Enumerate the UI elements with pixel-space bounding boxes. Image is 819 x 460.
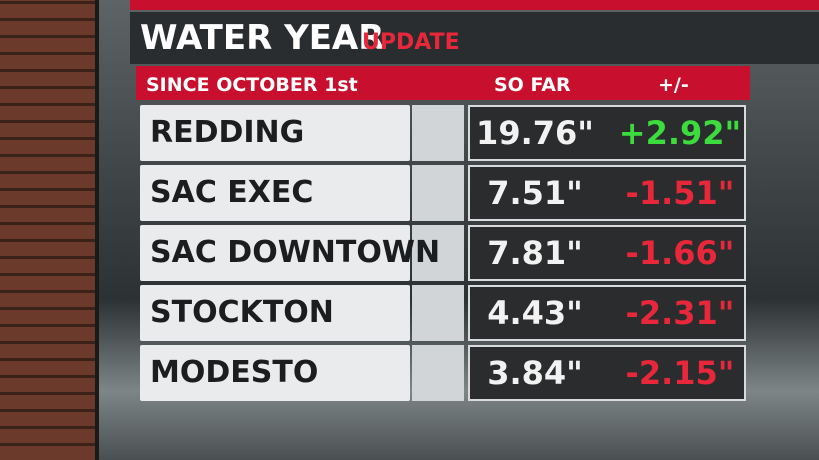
- row-value-box: [468, 165, 746, 221]
- row-value-box: [468, 345, 746, 401]
- brick-wall: [0, 0, 95, 460]
- bezel: [95, 0, 99, 460]
- difference-value: -1.51": [625, 174, 735, 212]
- top-strip: [130, 0, 819, 10]
- row-label-box: [140, 225, 410, 281]
- station-name: STOCKTON: [150, 295, 334, 330]
- column-header: SINCE OCTOBER 1st: [146, 74, 358, 96]
- station-name: MODESTO: [150, 355, 319, 390]
- so-far-value: 7.81": [487, 234, 583, 272]
- difference-value: -2.31": [625, 294, 735, 332]
- graphic-panel: WATER YEAR UPDATE SINCE OCTOBER 1st SO F…: [130, 0, 819, 410]
- column-header: SO FAR: [494, 74, 571, 96]
- row-label-box: [140, 105, 410, 161]
- difference-value: -2.15": [625, 354, 735, 392]
- station-name: REDDING: [150, 115, 305, 150]
- row-value-box: [468, 105, 746, 161]
- station-name: SAC EXEC: [150, 175, 314, 210]
- difference-value: +2.92": [618, 114, 742, 152]
- row-spacer: [412, 285, 464, 341]
- row-spacer: [412, 225, 464, 281]
- row-label-box: [140, 345, 410, 401]
- row-value-box: [468, 285, 746, 341]
- column-header: +/-: [658, 74, 689, 96]
- subtitle: UPDATE: [362, 30, 460, 55]
- so-far-value: 7.51": [487, 174, 583, 212]
- title-bar: [130, 12, 819, 64]
- header-row: [136, 66, 750, 100]
- so-far-value: 19.76": [476, 114, 594, 152]
- so-far-value: 4.43": [487, 294, 583, 332]
- difference-value: -1.66": [625, 234, 735, 272]
- row-label-box: [140, 285, 410, 341]
- row-label-box: [140, 165, 410, 221]
- row-spacer: [412, 105, 464, 161]
- row-value-box: [468, 225, 746, 281]
- row-spacer: [412, 165, 464, 221]
- so-far-value: 3.84": [487, 354, 583, 392]
- station-name: SAC DOWNTOWN: [150, 235, 441, 270]
- row-spacer: [412, 345, 464, 401]
- title: WATER YEAR: [140, 18, 385, 58]
